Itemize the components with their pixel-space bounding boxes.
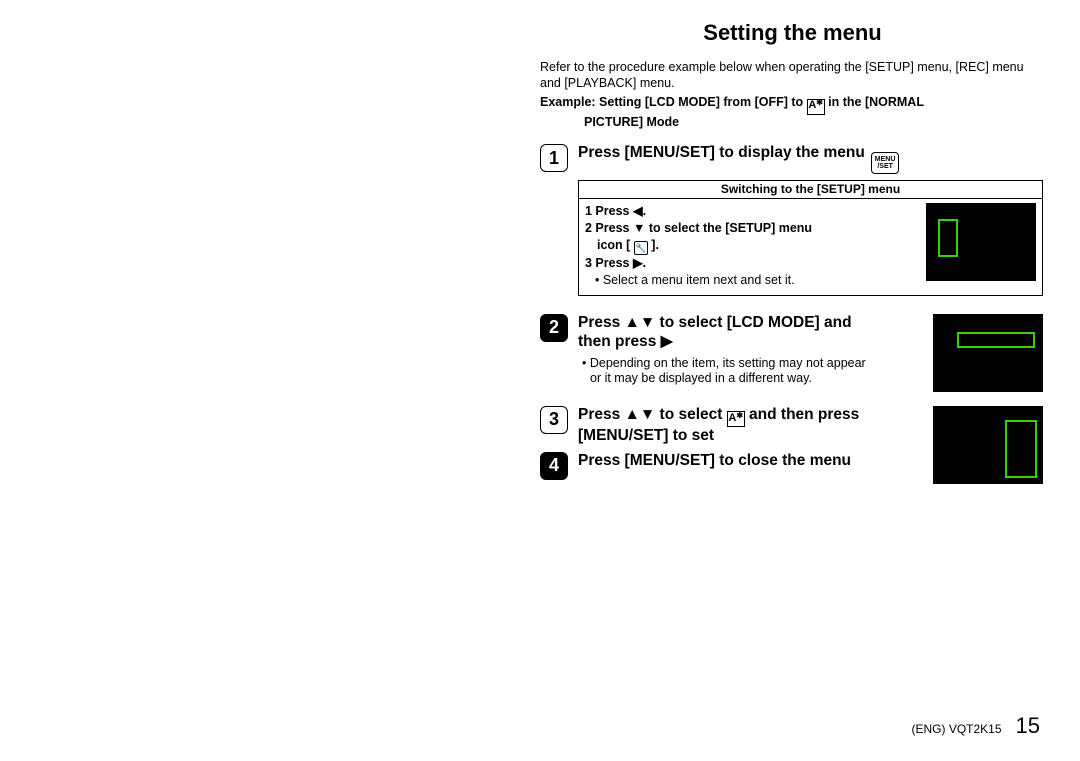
example-indent: PICTURE] Mode (540, 115, 1045, 131)
menu-set-bottom: /SET (877, 163, 893, 170)
highlight-box-3 (1005, 420, 1037, 478)
example-pre: Example: Setting [LCD MODE] from [OFF] t… (540, 95, 807, 109)
step-3: 3 Press ▲▼ to select A and then press [M… (540, 406, 1045, 484)
step-1: 1 Press [MENU/SET] to display the menu M… (540, 144, 1045, 174)
highlight-box-2 (957, 332, 1035, 348)
setup-s2: 2 Press ▼ to select the [SETUP] menu (585, 220, 916, 237)
setup-box-body: 1 Press ◀. 2 Press ▼ to select the [SETU… (579, 199, 1042, 295)
left-arrow-icon: ◀ (633, 204, 643, 218)
setup-s3-note: • Select a menu item next and set it. (585, 272, 916, 289)
setup-s2-icon-post: ]. (648, 238, 659, 252)
setup-steps: 1 Press ◀. 2 Press ▼ to select the [SETU… (585, 203, 916, 289)
step-number-2: 2 (540, 314, 568, 342)
step-3-pre: Press (578, 406, 625, 423)
highlight-box-1 (938, 219, 958, 257)
step-1-text: Press [MENU/SET] to display the menu (578, 144, 869, 161)
setup-s2-pre: 2 Press (585, 221, 633, 235)
a-star-icon: A (807, 99, 825, 115)
intro-text: Refer to the procedure example below whe… (540, 60, 1045, 91)
setup-s1-post: . (643, 204, 646, 218)
setup-s3-post: . (643, 256, 646, 270)
setup-s1: 1 Press ◀. (585, 203, 916, 220)
step-4-text: Press [MENU/SET] to close the menu (578, 452, 851, 469)
menu-set-icon: MENU/SET (871, 152, 899, 174)
menu-set-top: MENU (875, 156, 896, 163)
footer: (ENG) VQT2K15 15 (911, 713, 1040, 739)
step-2: 2 Press ▲▼ to select [LCD MODE] and then… (540, 314, 1045, 392)
page-number: 15 (1016, 713, 1040, 739)
example-text: Example: Setting [LCD MODE] from [OFF] t… (540, 95, 1045, 130)
step-3-mid: to select (655, 406, 727, 423)
setup-box-heading: Switching to the [SETUP] menu (579, 181, 1042, 199)
down-arrow-icon: ▼ (633, 221, 645, 235)
setup-thumbnail (926, 203, 1036, 281)
step-2-thumbnail (933, 314, 1043, 392)
setup-s2b: icon [ 🔧 ]. (585, 237, 916, 255)
step-3-thumbnail (933, 406, 1043, 484)
setup-s3: 3 Press ▶. (585, 255, 916, 272)
right-arrow-icon: ▶ (633, 256, 643, 270)
step-number-1: 1 (540, 144, 568, 172)
up-down-arrow-icon: ▲▼ (625, 314, 656, 331)
step-2-body: Press ▲▼ to select [LCD MODE] and then p… (578, 314, 878, 387)
example-midb: in the [NORMAL (825, 95, 924, 109)
step-number-3: 3 (540, 406, 568, 434)
step-3-body: Press ▲▼ to select A and then press [MEN… (578, 406, 878, 446)
setup-switch-box: Switching to the [SETUP] menu 1 Press ◀.… (578, 180, 1043, 296)
step-number-4: 4 (540, 452, 568, 480)
right-arrow-icon-2: ▶ (661, 333, 673, 350)
setup-s1-pre: 1 Press (585, 204, 633, 218)
page-title: Setting the menu (540, 20, 1045, 46)
setup-s2-mid: to select the [SETUP] menu (645, 221, 812, 235)
content-column: Setting the menu Refer to the procedure … (540, 20, 1045, 484)
page: Setting the menu Refer to the procedure … (0, 0, 1080, 761)
up-down-arrow-icon-2: ▲▼ (625, 406, 656, 423)
a-star-icon-2: A (727, 411, 745, 427)
setup-s2-icon-pre: icon [ (597, 238, 634, 252)
wrench-icon: 🔧 (634, 241, 648, 255)
step-1-body: Press [MENU/SET] to display the menu MEN… (578, 144, 1045, 174)
doc-code: (ENG) VQT2K15 (911, 722, 1001, 736)
setup-s3-pre: 3 Press (585, 256, 633, 270)
step-2-pre: Press (578, 314, 625, 331)
step-2-note: Depending on the item, its setting may n… (578, 356, 878, 387)
step-4-body: Press [MENU/SET] to close the menu (578, 452, 878, 471)
